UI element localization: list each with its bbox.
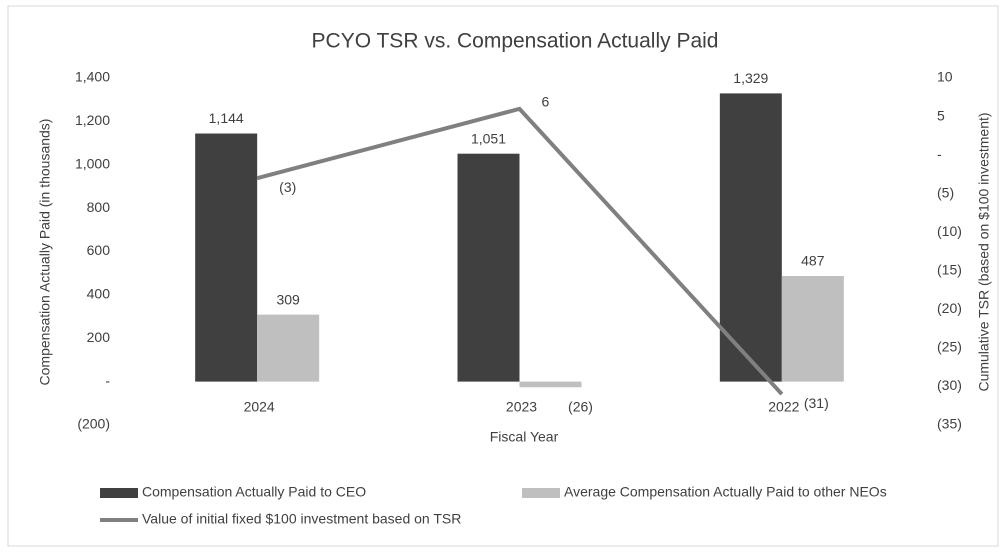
y2-tick-label: (30)	[937, 377, 962, 393]
data-label: 1,329	[733, 70, 768, 86]
y2-tick-label: (10)	[937, 223, 962, 239]
bar	[719, 93, 782, 382]
y-tick-label: 200	[87, 329, 111, 345]
x-axis-title: Fiscal Year	[490, 429, 559, 445]
x-tick-label: 2023	[506, 398, 537, 414]
data-label: 309	[276, 291, 300, 307]
data-label: 487	[801, 253, 825, 269]
y2-tick-label: (15)	[937, 261, 962, 277]
bar	[257, 314, 320, 382]
legend-label: Compensation Actually Paid to CEO	[142, 484, 366, 500]
y-tick-label: 1,000	[75, 155, 110, 171]
y-tick-label: (200)	[77, 416, 110, 432]
y-tick-label: 400	[87, 286, 111, 302]
bar	[781, 276, 844, 382]
x-tick-label: 2024	[244, 398, 275, 414]
y2-tick-label: 10	[937, 69, 953, 85]
chart-title: PCYO TSR vs. Compensation Actually Paid	[312, 30, 719, 53]
legend-swatch	[522, 488, 560, 498]
y2-tick-label: (25)	[937, 339, 962, 355]
y2-tick-label: (5)	[937, 184, 954, 200]
y-tick-label: 1,200	[75, 112, 110, 128]
y-axis-title: Compensation Actually Paid (in thousands…	[37, 119, 53, 386]
line	[256, 106, 784, 396]
data-label: (3)	[279, 179, 296, 195]
data-label: 1,051	[471, 130, 506, 146]
y-tick-label: 800	[87, 199, 111, 215]
legend-label: Value of initial fixed $100 investment b…	[142, 511, 461, 527]
data-label: (31)	[804, 395, 829, 411]
x-tick-label: 2022	[768, 398, 799, 414]
bar	[195, 133, 258, 382]
data-label: 1,144	[209, 110, 244, 126]
data-label: 6	[542, 94, 550, 110]
y2-axis-title: Cumulative TSR (based on $100 investment…	[976, 112, 992, 391]
bar	[457, 153, 520, 382]
y-tick-label: 600	[87, 242, 111, 258]
legend-swatch	[100, 488, 138, 498]
legend-label: Average Compensation Actually Paid to ot…	[564, 484, 887, 500]
y2-tick-label: (20)	[937, 300, 962, 316]
data-label: (26)	[568, 398, 593, 414]
y-tick-label: 1,400	[75, 69, 110, 85]
y2-tick-label: -	[937, 146, 942, 162]
bar	[519, 381, 582, 388]
y2-tick-label: (35)	[937, 416, 962, 432]
y2-tick-label: 5	[937, 107, 945, 123]
y-tick-label: -	[105, 372, 110, 388]
